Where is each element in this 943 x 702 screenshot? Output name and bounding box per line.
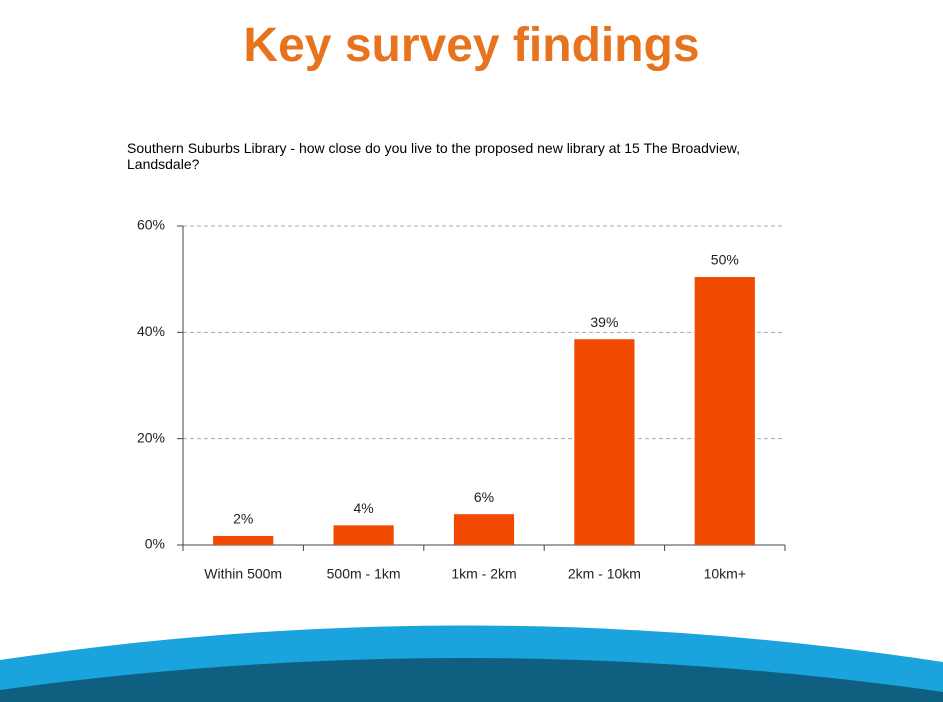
bar	[574, 339, 635, 545]
slide-title: Key survey findings	[243, 19, 700, 72]
value-label: 6%	[474, 489, 494, 505]
x-tick-label: Within 500m	[204, 566, 282, 582]
bar	[333, 525, 394, 545]
x-tick-label: 2km - 10km	[568, 566, 641, 582]
bar	[694, 277, 755, 545]
y-tick-label: 60%	[137, 217, 165, 233]
y-tick-label: 40%	[137, 323, 165, 339]
x-tick-label: 500m - 1km	[327, 566, 401, 582]
bar	[453, 514, 515, 545]
value-label: 4%	[353, 500, 373, 516]
x-tick-label: 1km - 2km	[451, 566, 516, 582]
value-label: 50%	[711, 252, 739, 268]
wave-dark	[0, 657, 943, 702]
bar	[213, 535, 274, 545]
value-label: 39%	[590, 314, 618, 330]
chart-title: Southern Suburbs Library - how close do …	[127, 140, 740, 172]
x-tick-label: 10km+	[704, 566, 746, 582]
y-tick-label: 0%	[145, 536, 165, 552]
value-label: 2%	[233, 511, 253, 527]
y-tick-label: 20%	[137, 429, 165, 445]
